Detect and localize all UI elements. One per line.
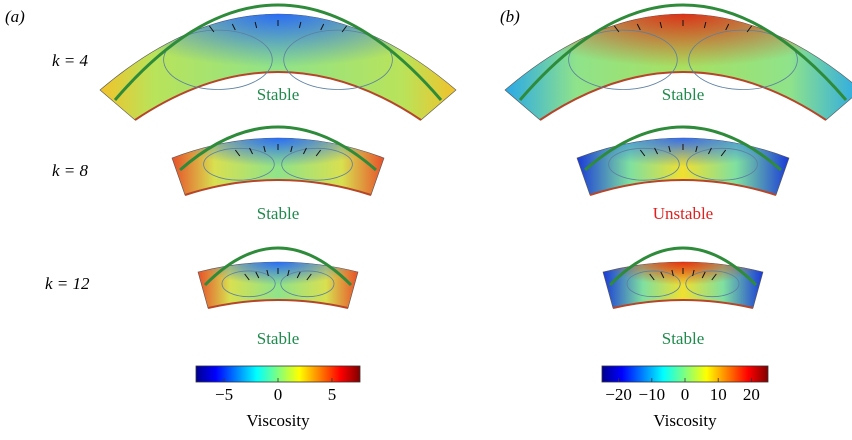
viscosity-overlay [100, 14, 456, 120]
velocity-arrow [209, 25, 215, 33]
deformed-surface [584, 125, 782, 172]
velocity-arrow [660, 271, 665, 279]
streamline [280, 270, 335, 298]
velocity-arrow [639, 149, 646, 157]
colorbar-tick-label: 20 [743, 385, 760, 404]
velocity-arrow [707, 147, 712, 155]
colorbar-tick-label: 0 [681, 385, 690, 404]
velocity-arrow [320, 23, 325, 31]
colorbar-tick-label: −20 [605, 385, 632, 404]
velocity-arrow [306, 273, 312, 281]
streamline [626, 270, 681, 298]
status-label: Stable [257, 85, 300, 104]
streamline [281, 147, 353, 181]
streamline [203, 147, 275, 181]
velocity-arrow [287, 269, 290, 277]
colorbar-label: Viscosity [653, 411, 717, 430]
streamline [283, 29, 393, 90]
streamline [608, 147, 680, 181]
status-label: Stable [662, 329, 705, 348]
velocity-arrow [695, 145, 698, 153]
velocity-arrow [614, 25, 620, 33]
colorbars: −5 0 5 Viscosity −20 −10 0 10 20 Viscosity [195, 365, 769, 430]
velocity-arrow [244, 273, 250, 281]
velocity-arrow [720, 149, 727, 157]
status-label: Stable [662, 85, 705, 104]
velocity-arrow [692, 269, 695, 277]
velocity-arrow [659, 21, 663, 29]
colorbar-tick-label: 10 [710, 385, 727, 404]
velocity-arrow [668, 145, 671, 153]
viscosity-overlay [505, 14, 852, 120]
velocity-arrow [302, 147, 307, 155]
status-label: Stable [257, 204, 300, 223]
inner-boundary [539, 71, 827, 121]
row-label: k = 12 [45, 274, 90, 293]
row-label: k = 4 [52, 51, 89, 70]
velocity-arrow [654, 147, 659, 155]
velocity-arrow [255, 271, 260, 279]
row-label: k = 8 [52, 161, 89, 180]
velocity-arrow [231, 23, 236, 31]
velocity-arrow [296, 271, 301, 279]
streamline [688, 29, 798, 90]
velocity-arrow [711, 273, 717, 281]
flow-shapes [99, 3, 852, 309]
streamline [568, 29, 678, 90]
deformed-surface [113, 3, 443, 101]
velocity-arrow [725, 23, 730, 31]
viscosity-overlay [577, 138, 789, 195]
velocity-arrow [298, 21, 302, 29]
streamline [686, 147, 758, 181]
velocity-arrow [266, 269, 269, 277]
deformed-surface [203, 246, 353, 287]
velocity-arrow [636, 23, 641, 31]
velocity-arrow [649, 273, 655, 281]
deformed-surface [179, 125, 377, 172]
colorbar-tick-label: −5 [215, 385, 233, 404]
deformed-surface [608, 246, 758, 287]
colorbar-tick-label: −10 [639, 385, 666, 404]
inner-boundary [207, 299, 349, 309]
panel-label: (a) [5, 7, 25, 26]
velocity-arrow [746, 25, 752, 33]
streamline [685, 270, 740, 298]
velocity-arrow [703, 21, 707, 29]
velocity-arrow [341, 25, 347, 33]
velocity-arrow [263, 145, 266, 153]
viscosity-overlay [603, 262, 763, 308]
colorbar-tick-label: 0 [274, 385, 283, 404]
inner-boundary [134, 71, 422, 121]
inner-boundary [612, 299, 754, 309]
velocity-arrow [701, 271, 706, 279]
panel-label: (b) [500, 7, 520, 26]
velocity-arrow [249, 147, 254, 155]
velocity-arrow [290, 145, 293, 153]
velocity-arrow [671, 269, 674, 277]
inner-boundary [184, 179, 372, 196]
colorbar-label: Viscosity [246, 411, 310, 430]
deformed-surface [518, 3, 848, 101]
viscosity-overlay [172, 138, 384, 195]
inner-boundary [589, 179, 777, 196]
streamline [221, 270, 276, 298]
status-label: Unstable [653, 204, 713, 223]
viscosity-overlay [198, 262, 358, 308]
velocity-arrow [254, 21, 258, 29]
velocity-arrow [315, 149, 322, 157]
status-label: Stable [257, 329, 300, 348]
colorbar-tick-label: 5 [328, 385, 337, 404]
streamline [163, 29, 273, 90]
velocity-arrow [234, 149, 241, 157]
